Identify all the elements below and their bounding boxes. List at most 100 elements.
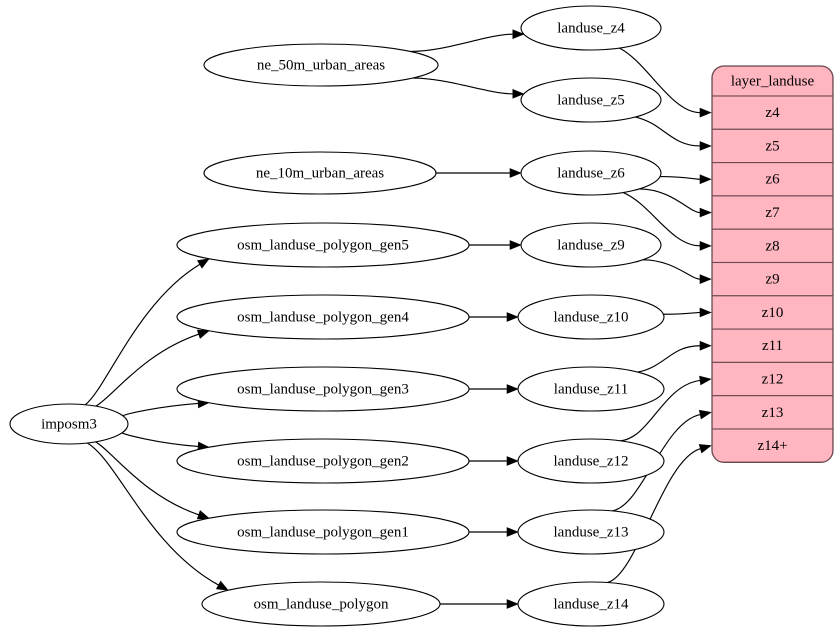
edge-landuse_z9-to-row-z9 — [642, 259, 701, 280]
edge-arrowhead — [196, 258, 210, 269]
node-ellipse-landuse_z13 — [517, 509, 665, 555]
table-body: layer_landuse z4 z5 z6 z7 z8 z9 z10 z11 z12 z13 z14… — [712, 66, 833, 463]
node-label-landuse_z5: landuse_z5 — [557, 92, 624, 108]
edge-arrowhead — [699, 141, 712, 151]
edge-ne50m-to-landuse_z4 — [410, 33, 513, 52]
edge-arrowhead — [196, 510, 210, 520]
edge-arrowhead — [215, 580, 229, 591]
edge-landuse_z11-to-row-z11 — [637, 345, 701, 373]
node-osm_landuse_polygon_gen3[interactable]: osm_landuse_polygon_gen3 — [176, 366, 470, 412]
table-row-label-z14+: z14+ — [757, 438, 787, 454]
table-row-label-z7: z7 — [765, 205, 780, 221]
edge-landuse_z4-to-row-z4 — [619, 47, 701, 114]
node-label-landuse_z13: landuse_z13 — [554, 524, 629, 540]
edge-arrowhead — [699, 207, 712, 218]
table-row-z11[interactable] — [712, 328, 833, 363]
edge-arrowhead — [506, 384, 519, 394]
node-ellipse-osm_landuse_polygon_gen4 — [176, 294, 470, 340]
node-ellipse-osm_landuse_polygon_gen5 — [176, 222, 470, 268]
node-osm_landuse_polygon_gen1[interactable]: osm_landuse_polygon_gen1 — [176, 509, 470, 555]
node-ellipse-landuse_z5 — [520, 77, 662, 123]
table-row-label-z11: z11 — [762, 338, 783, 354]
node-landuse_z11[interactable]: landuse_z11 — [517, 366, 665, 412]
edge-arrowhead — [509, 168, 522, 178]
edge-ne50m-to-landuse_z5 — [412, 77, 513, 95]
node-ellipse-osm_landuse_polygon_gen3 — [176, 366, 470, 412]
node-ellipse-landuse_z4 — [520, 5, 662, 51]
node-landuse_z6[interactable]: landuse_z6 — [520, 150, 662, 196]
table-row-z14+[interactable] — [712, 428, 833, 463]
table-row-z7[interactable] — [712, 195, 833, 230]
edge-arrowhead — [699, 274, 712, 284]
node-ellipse-landuse_z11 — [517, 366, 665, 412]
table-row-label-z10: z10 — [762, 305, 784, 321]
node-landuse_z9[interactable]: landuse_z9 — [520, 222, 662, 268]
edge-arrowhead — [196, 329, 210, 339]
node-ne_50m_urban_areas[interactable]: ne_50m_urban_areas — [203, 43, 439, 87]
node-label-osm_landuse_polygon_gen3: osm_landuse_polygon_gen3 — [237, 381, 409, 397]
node-landuse_z14[interactable]: landuse_z14 — [517, 581, 665, 627]
edge-arrowhead — [699, 107, 712, 118]
table-row-z12[interactable] — [712, 361, 833, 397]
edge-imposm3-to-osm_landuse_polygon_gen2 — [121, 432, 199, 448]
table-row-label-z4: z4 — [765, 105, 780, 121]
node-ellipse-ne_50m_urban_areas — [203, 43, 439, 87]
node-ellipse-landuse_z10 — [517, 294, 665, 340]
node-ellipse-landuse_z14 — [517, 581, 665, 627]
node-landuse_z12[interactable]: landuse_z12 — [517, 438, 665, 484]
edge-arrowhead — [698, 444, 712, 454]
node-osm_landuse_polygon[interactable]: osm_landuse_polygon — [201, 581, 441, 627]
node-ellipse-osm_landuse_polygon — [201, 581, 441, 627]
edge-landuse_z6-to-row-z6 — [660, 176, 701, 180]
table-row-label-z13: z13 — [762, 405, 784, 421]
node-ne_10m_urban_areas[interactable]: ne_10m_urban_areas — [203, 151, 437, 195]
edge-arrowhead — [699, 174, 712, 185]
node-ellipse-landuse_z6 — [520, 150, 662, 196]
node-osm_landuse_polygon_gen5[interactable]: osm_landuse_polygon_gen5 — [176, 222, 470, 268]
edge-arrowhead — [699, 307, 712, 318]
node-label-landuse_z14: landuse_z14 — [554, 596, 629, 612]
node-ellipse-landuse_z9 — [520, 222, 662, 268]
edge-arrowhead — [506, 456, 519, 466]
node-label-landuse_z9: landuse_z9 — [557, 237, 624, 253]
node-label-osm_landuse_polygon_gen2: osm_landuse_polygon_gen2 — [237, 453, 409, 469]
node-label-osm_landuse_polygon_gen1: osm_landuse_polygon_gen1 — [237, 524, 409, 540]
edge-arrowhead — [699, 375, 712, 386]
edge-arrowhead — [506, 599, 519, 609]
table-row-label-z8: z8 — [765, 238, 779, 254]
node-label-landuse_z4: landuse_z4 — [557, 20, 625, 36]
edge-arrowhead — [699, 340, 712, 351]
node-ellipse-osm_landuse_polygon_gen1 — [176, 509, 470, 555]
node-osm_landuse_polygon_gen2[interactable]: osm_landuse_polygon_gen2 — [176, 438, 470, 484]
table-row-z8[interactable] — [712, 228, 833, 264]
node-landuse_z10[interactable]: landuse_z10 — [517, 294, 665, 340]
node-landuse_z4[interactable]: landuse_z4 — [520, 5, 662, 51]
node-label-landuse_z12: landuse_z12 — [554, 453, 629, 469]
edge-imposm3-to-osm_landuse_polygon_gen4 — [95, 333, 199, 407]
edge-imposm3-to-osm_landuse_polygon_gen5 — [84, 263, 201, 406]
edge-arrowhead — [698, 409, 712, 420]
node-landuse_z5[interactable]: landuse_z5 — [520, 77, 662, 123]
node-label-imposm3: imposm3 — [41, 416, 97, 432]
edge-arrowhead — [699, 241, 712, 251]
edge-arrowhead — [506, 527, 519, 537]
node-label-landuse_z10: landuse_z10 — [554, 309, 629, 325]
nodes-group: imposm3 ne_50m_urban_areas ne_10m_urban_ar… — [9, 5, 665, 627]
edge-landuse_z5-to-row-z5 — [635, 116, 701, 147]
table-row-z6[interactable] — [712, 162, 833, 197]
node-ellipse-osm_landuse_polygon_gen2 — [176, 438, 470, 484]
node-osm_landuse_polygon_gen4[interactable]: osm_landuse_polygon_gen4 — [176, 294, 470, 340]
table-header-label: layer_landuse — [731, 73, 815, 89]
edge-arrowhead — [509, 240, 522, 250]
node-imposm3[interactable]: imposm3 — [9, 403, 129, 445]
edge-landuse_z14-to-row-z14+ — [607, 448, 701, 584]
node-landuse_z13[interactable]: landuse_z13 — [517, 509, 665, 555]
table-outline — [711, 65, 834, 463]
edge-landuse_z12-to-row-z12 — [620, 379, 701, 442]
edge-arrowhead — [506, 312, 519, 322]
node-label-landuse_z11: landuse_z11 — [554, 381, 628, 397]
edge-arrowhead — [512, 29, 525, 40]
node-label-osm_landuse_polygon_gen4: osm_landuse_polygon_gen4 — [237, 309, 409, 325]
